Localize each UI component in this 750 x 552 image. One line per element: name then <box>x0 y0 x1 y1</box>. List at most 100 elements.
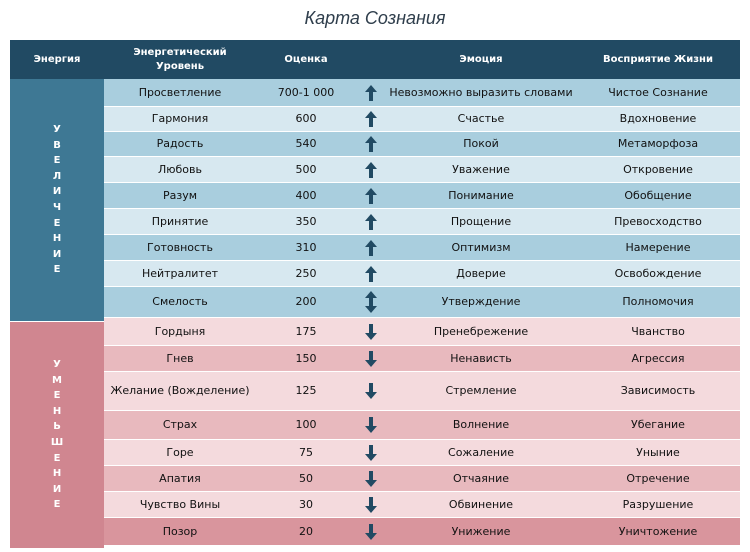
section-letter: Е <box>53 390 61 402</box>
cell-level: Любовь <box>157 162 202 176</box>
cell-score: 100 <box>295 418 317 431</box>
section-letter: Ч <box>52 202 62 213</box>
section-letter: Е <box>53 155 61 167</box>
section-letter: Н <box>52 468 62 480</box>
table-header: Энергия Энергетический Уровень Оценка Эм… <box>10 40 740 79</box>
table-row: Гнев 150 Ненависть Агрессия <box>104 346 740 371</box>
table-row: Просветление 700-1 000 Невозможно выразить… <box>104 79 740 106</box>
cell-score: 30 <box>299 497 313 511</box>
cell-score: 125 <box>295 384 317 397</box>
table-row: Гармония 600 Счастье Вдохновение <box>104 107 740 131</box>
cell-emotion: Оптимизм <box>451 240 511 254</box>
cell-emotion: Уважение <box>452 162 510 176</box>
cell-level: Желание (Вожделение) <box>110 384 250 397</box>
cell-life: Уничтожение <box>618 524 698 538</box>
cell-score: 50 <box>299 471 313 485</box>
cell-level: Просветление <box>138 85 222 99</box>
table-row: Апатия 50 Отчаяние Отречение <box>104 466 740 491</box>
cell-life: Вдохновение <box>619 112 697 125</box>
arrow-up-icon <box>356 261 386 286</box>
cell-level: Гордыня <box>154 324 206 338</box>
arrow-down-icon <box>356 492 386 517</box>
arrow-up-icon <box>356 79 386 106</box>
section-letter: Ш <box>50 437 64 448</box>
cell-life: Намерение <box>625 240 691 254</box>
cell-level: Радость <box>156 137 204 150</box>
table-row: Желание (Вожделение) 125 Стремление Зависим… <box>104 372 740 410</box>
arrow-up-down-icon <box>356 287 386 317</box>
cell-score: 200 <box>295 295 317 308</box>
section-letter: М <box>52 374 62 386</box>
cell-score: 250 <box>295 266 317 280</box>
cell-life: Откровение <box>623 162 693 176</box>
arrow-down-icon <box>356 346 386 371</box>
table-row: Разум 400 Понимание Обобщение <box>104 183 740 208</box>
header-energy: Энергия <box>33 53 81 65</box>
section-letter: Н <box>52 405 62 417</box>
cell-score: 700-1 000 <box>277 85 335 99</box>
table-row: Горе 75 Сожаление Уныние <box>104 440 740 465</box>
arrow-up-icon <box>356 157 386 182</box>
cell-level: Смелость <box>152 295 208 308</box>
cell-emotion: Понимание <box>448 188 514 202</box>
cell-life: Чванство <box>631 324 685 338</box>
cell-life: Освобождение <box>614 266 702 280</box>
cell-level: Чувство Вины <box>139 497 221 511</box>
cell-level: Нейтралитет <box>141 266 219 280</box>
cell-life: Обобщение <box>624 188 692 202</box>
table-row: Радость 540 Покой Метаморфоза <box>104 132 740 156</box>
table-row: Принятие 350 Прощение Превосходство <box>104 209 740 234</box>
cell-level: Принятие <box>151 214 209 228</box>
table-row: Нейтралитет 250 Доверие Освобождение <box>104 261 740 286</box>
cell-life: Зависимость <box>620 384 696 397</box>
arrow-up-icon <box>356 209 386 234</box>
header-emotion: Эмоция <box>459 53 503 65</box>
cell-emotion: Стремление <box>445 384 517 397</box>
header-score: Оценка <box>284 53 328 65</box>
table-row: Смелость 200 Утверждение Полномочия <box>104 287 740 317</box>
cell-level: Готовность <box>147 240 213 254</box>
table-row: Готовность 310 Оптимизм Намерение <box>104 235 740 260</box>
cell-score: 500 <box>295 162 317 176</box>
section-letter: У <box>53 124 61 136</box>
cell-level: Разум <box>162 188 198 202</box>
cell-life: Превосходство <box>614 214 702 228</box>
cell-life: Уныние <box>636 445 680 459</box>
table-row: Страх 100 Волнение Убегание <box>104 411 740 439</box>
arrow-down-icon <box>356 318 386 345</box>
cell-level: Гнев <box>166 351 194 365</box>
cell-life: Чистое Сознание <box>608 85 708 99</box>
table-row: Чувство Вины 30 Обвинение Разрушение <box>104 492 740 517</box>
cell-emotion: Отчаяние <box>452 471 510 485</box>
cell-score: 20 <box>299 524 313 538</box>
arrow-up-icon <box>356 183 386 208</box>
cell-score: 175 <box>295 324 317 338</box>
section-letter: В <box>53 139 61 151</box>
cell-life: Отречение <box>626 471 690 485</box>
cell-score: 540 <box>295 137 317 150</box>
section-letter: Е <box>53 217 61 229</box>
cell-level: Горе <box>166 445 194 459</box>
cell-score: 310 <box>295 240 317 254</box>
header-level: Энергетический Уровень <box>133 46 227 72</box>
arrow-up-icon <box>356 235 386 260</box>
cell-emotion: Счастье <box>457 112 505 125</box>
cell-score: 600 <box>295 112 317 125</box>
cell-score: 400 <box>295 188 317 202</box>
arrow-up-icon <box>356 107 386 131</box>
cell-emotion: Волнение <box>452 418 510 431</box>
section-letter: У <box>53 359 61 371</box>
cell-score: 75 <box>299 445 313 459</box>
cell-life: Разрушение <box>622 497 694 511</box>
cell-emotion: Доверие <box>456 266 506 280</box>
arrow-down-icon <box>356 518 386 545</box>
arrow-down-icon <box>356 372 386 410</box>
cell-emotion: Покой <box>463 137 499 150</box>
cell-level: Страх <box>162 418 198 431</box>
section-letter: Е <box>53 452 61 464</box>
cell-emotion: Обвинение <box>448 497 514 511</box>
cell-score: 150 <box>295 351 317 365</box>
arrow-down-icon <box>356 466 386 491</box>
arrow-down-icon <box>356 411 386 439</box>
